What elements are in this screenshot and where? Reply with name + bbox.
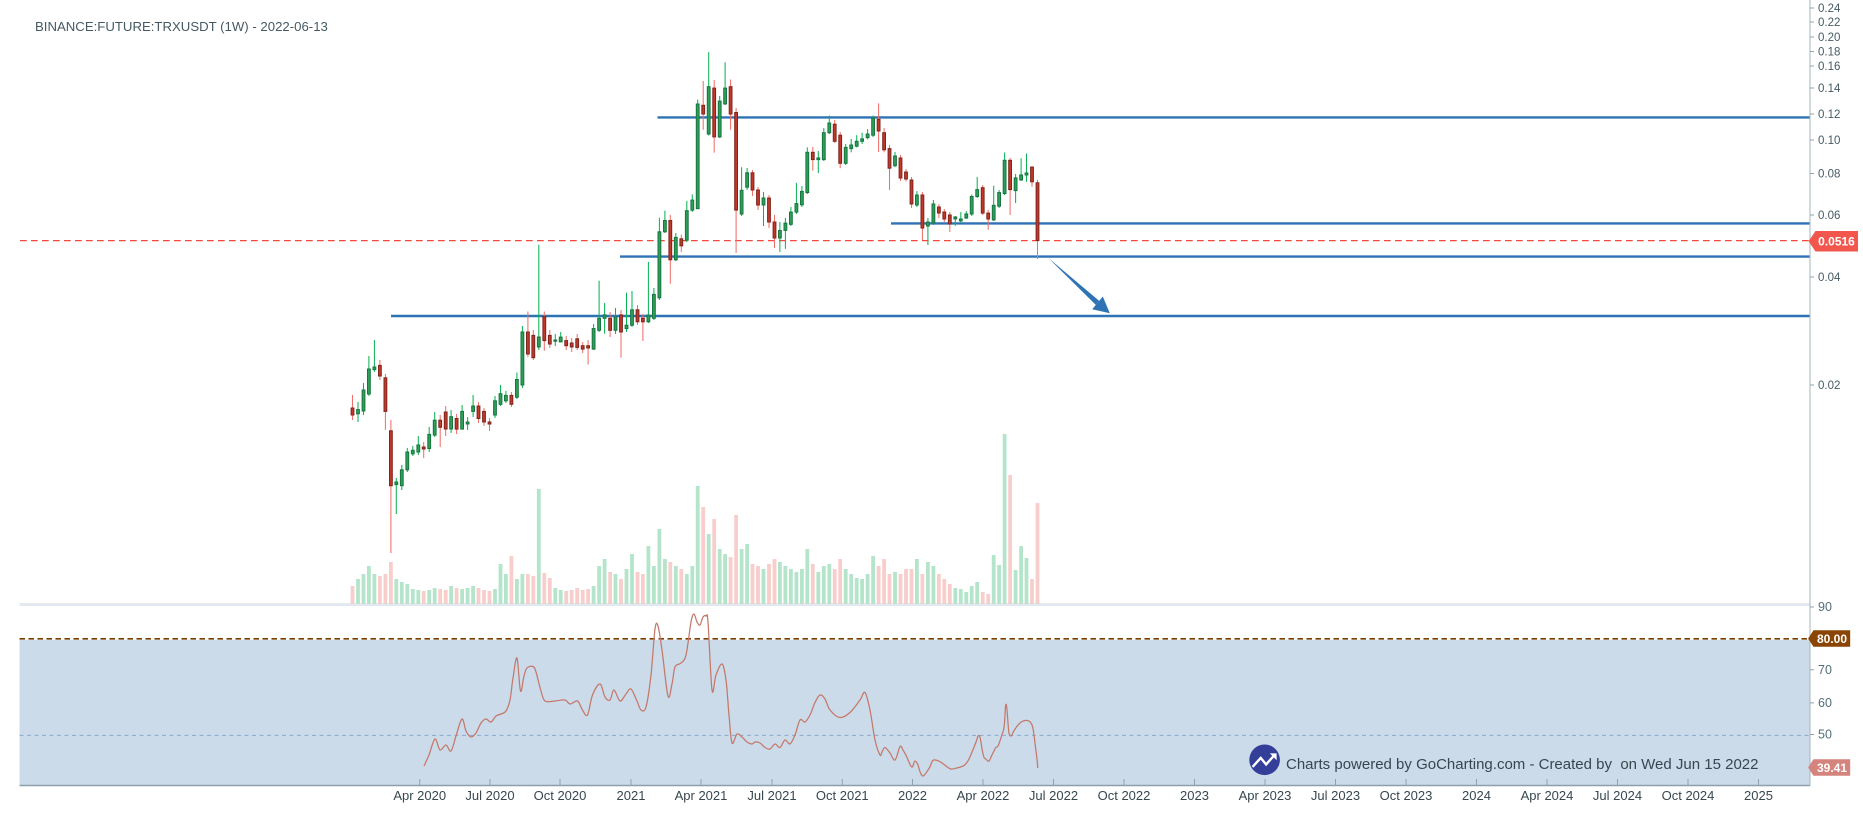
svg-text:2025: 2025 [1744,788,1773,803]
svg-text:70: 70 [1818,663,1832,677]
svg-text:0.18: 0.18 [1818,47,1840,59]
svg-text:2021: 2021 [617,788,646,803]
svg-text:Jul 2020: Jul 2020 [465,788,514,803]
svg-text:0.16: 0.16 [1818,61,1840,73]
svg-text:Oct 2021: Oct 2021 [816,788,869,803]
svg-text:Oct 2023: Oct 2023 [1380,788,1433,803]
svg-text:0.06: 0.06 [1818,210,1840,222]
svg-text:0.0516: 0.0516 [1818,235,1855,249]
svg-text:Apr 2023: Apr 2023 [1239,788,1292,803]
svg-text:Jul 2024: Jul 2024 [1593,788,1642,803]
svg-text:0.14: 0.14 [1818,83,1841,95]
svg-text:Oct 2022: Oct 2022 [1098,788,1151,803]
svg-text:Apr 2020: Apr 2020 [393,788,446,803]
svg-text:Jul 2021: Jul 2021 [747,788,796,803]
svg-text:Oct 2024: Oct 2024 [1662,788,1715,803]
svg-text:Oct 2020: Oct 2020 [534,788,587,803]
svg-text:50: 50 [1818,728,1832,742]
svg-text:0.20: 0.20 [1818,32,1840,44]
svg-text:80.00: 80.00 [1817,632,1847,646]
svg-text:Apr 2022: Apr 2022 [957,788,1010,803]
svg-text:Jul 2023: Jul 2023 [1311,788,1360,803]
svg-text:60: 60 [1818,696,1832,710]
svg-text:Charts powered by GoCharting.c: Charts powered by GoCharting.com - Creat… [1286,756,1758,773]
svg-text:90: 90 [1818,600,1832,614]
svg-text:2023: 2023 [1180,788,1209,803]
svg-text:Apr 2021: Apr 2021 [675,788,728,803]
svg-text:BINANCE:FUTURE:TRXUSDT (1W) -: BINANCE:FUTURE:TRXUSDT (1W) - 2022-06-13 [35,19,328,34]
svg-text:0.08: 0.08 [1818,169,1840,181]
svg-text:Jul 2022: Jul 2022 [1029,788,1078,803]
svg-text:2024: 2024 [1462,788,1491,803]
svg-text:Apr 2024: Apr 2024 [1521,788,1574,803]
svg-text:0.02: 0.02 [1818,380,1840,392]
svg-text:0.12: 0.12 [1818,109,1840,121]
svg-text:0.04: 0.04 [1818,272,1841,284]
svg-text:0.10: 0.10 [1818,135,1840,147]
svg-text:2022: 2022 [898,788,927,803]
svg-text:39.41: 39.41 [1817,761,1847,775]
svg-text:0.24: 0.24 [1818,3,1841,15]
svg-text:0.22: 0.22 [1818,17,1840,29]
